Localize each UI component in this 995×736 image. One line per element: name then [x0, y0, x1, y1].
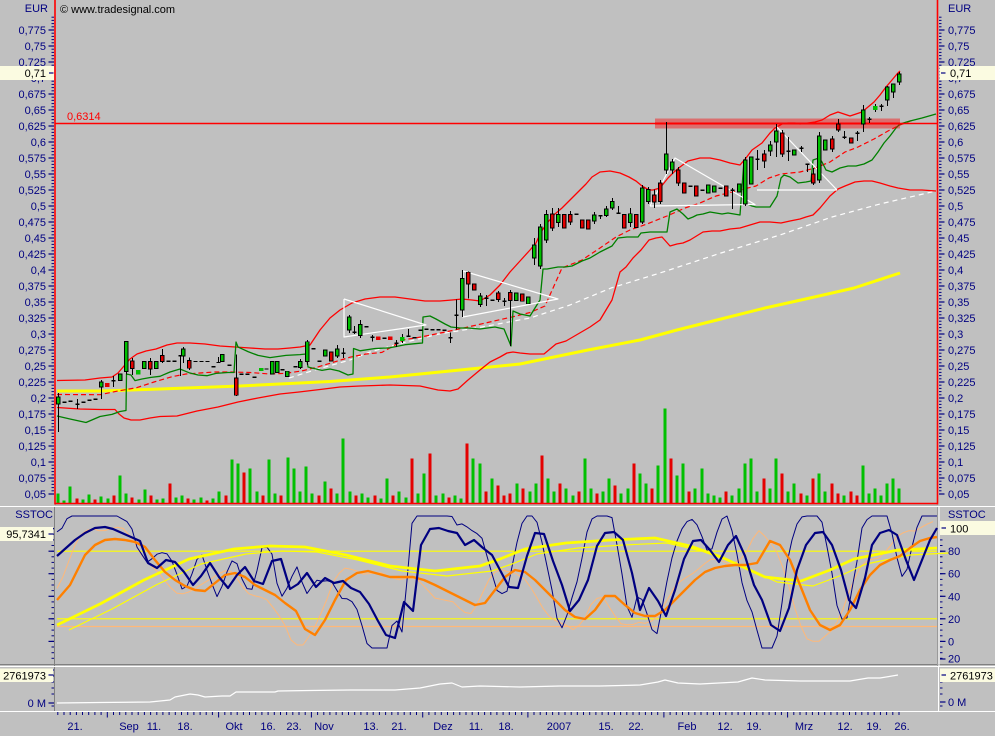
svg-text:0,3: 0,3 [31, 329, 46, 341]
svg-text:12.: 12. [837, 721, 852, 733]
svg-text:Okt: Okt [225, 721, 242, 733]
svg-text:0,2: 0,2 [31, 393, 46, 405]
svg-text:0,05: 0,05 [948, 489, 969, 501]
svg-text:Mrz: Mrz [795, 721, 813, 733]
svg-text:Dez: Dez [433, 721, 453, 733]
svg-text:0,775: 0,775 [948, 25, 976, 37]
svg-text:SSTOC: SSTOC [15, 509, 53, 521]
svg-text:0,25: 0,25 [948, 361, 969, 373]
svg-text:11.: 11. [469, 721, 483, 733]
svg-text:21.: 21. [391, 721, 406, 733]
svg-text:Feb: Feb [678, 721, 697, 733]
svg-text:EUR: EUR [25, 3, 48, 15]
svg-text:0,325: 0,325 [18, 313, 46, 325]
svg-text:2007: 2007 [547, 721, 571, 733]
svg-text:95,7341: 95,7341 [6, 529, 46, 541]
svg-text:0,6: 0,6 [948, 137, 963, 149]
svg-text:0,75: 0,75 [25, 41, 46, 53]
svg-text:EUR: EUR [948, 3, 971, 15]
svg-text:0,625: 0,625 [18, 121, 46, 133]
svg-text:0,15: 0,15 [948, 425, 969, 437]
svg-text:0,2: 0,2 [948, 393, 963, 405]
svg-text:0,75: 0,75 [948, 41, 969, 53]
svg-text:0,475: 0,475 [948, 217, 976, 229]
svg-text:80: 80 [948, 546, 960, 558]
svg-text:0,1: 0,1 [31, 457, 46, 469]
svg-text:0,71: 0,71 [950, 68, 971, 80]
svg-text:15.: 15. [598, 721, 613, 733]
svg-text:26.: 26. [894, 721, 909, 733]
svg-text:0,65: 0,65 [948, 105, 969, 117]
svg-text:12.: 12. [717, 721, 732, 733]
svg-text:18.: 18. [498, 721, 513, 733]
svg-text:0,525: 0,525 [18, 185, 46, 197]
svg-text:0,675: 0,675 [948, 89, 976, 101]
svg-text:© www.tradesignal.com: © www.tradesignal.com [60, 4, 175, 16]
svg-text:0,25: 0,25 [25, 361, 46, 373]
svg-text:0,45: 0,45 [948, 233, 969, 245]
svg-text:0,6: 0,6 [31, 137, 46, 149]
svg-text:60: 60 [948, 569, 960, 581]
svg-text:0,225: 0,225 [948, 377, 976, 389]
svg-text:0,175: 0,175 [18, 409, 46, 421]
svg-text:16.: 16. [260, 721, 275, 733]
svg-text:23.: 23. [286, 721, 301, 733]
svg-text:0,325: 0,325 [948, 313, 976, 325]
svg-text:0,575: 0,575 [948, 153, 976, 165]
svg-text:0,175: 0,175 [948, 409, 976, 421]
svg-text:0,5: 0,5 [948, 201, 963, 213]
svg-text:2761973: 2761973 [3, 671, 46, 683]
svg-text:0,575: 0,575 [18, 153, 46, 165]
svg-text:11.: 11. [147, 721, 161, 733]
svg-text:19.: 19. [746, 721, 761, 733]
svg-text:0,375: 0,375 [18, 281, 46, 293]
svg-text:0,55: 0,55 [948, 169, 969, 181]
svg-text:0,15: 0,15 [25, 425, 46, 437]
svg-text:0,375: 0,375 [948, 281, 976, 293]
svg-text:Sep: Sep [119, 721, 139, 733]
svg-text:0,71: 0,71 [25, 68, 46, 80]
svg-text:0,5: 0,5 [31, 201, 46, 213]
svg-text:0,425: 0,425 [948, 249, 976, 261]
svg-text:0,1: 0,1 [948, 457, 963, 469]
svg-text:0,275: 0,275 [18, 345, 46, 357]
svg-text:0,075: 0,075 [948, 473, 976, 485]
svg-text:0,4: 0,4 [31, 265, 46, 277]
svg-text:20: 20 [948, 614, 960, 626]
svg-text:0,225: 0,225 [18, 377, 46, 389]
svg-text:0,45: 0,45 [25, 233, 46, 245]
svg-text:0 M: 0 M [28, 698, 46, 710]
svg-text:0,55: 0,55 [25, 169, 46, 181]
svg-text:0,075: 0,075 [18, 473, 46, 485]
svg-text:0 M: 0 M [948, 697, 966, 709]
svg-text:22.: 22. [628, 721, 643, 733]
svg-text:0,275: 0,275 [948, 345, 976, 357]
svg-text:19.: 19. [866, 721, 881, 733]
svg-text:100: 100 [950, 524, 968, 536]
svg-text:0,625: 0,625 [948, 121, 976, 133]
svg-text:0,425: 0,425 [18, 249, 46, 261]
svg-text:13.: 13. [363, 721, 378, 733]
svg-text:18.: 18. [177, 721, 192, 733]
svg-text:0,125: 0,125 [948, 441, 976, 453]
svg-text:Nov: Nov [314, 721, 334, 733]
svg-text:SSTOC: SSTOC [948, 509, 986, 521]
svg-text:40: 40 [948, 591, 960, 603]
svg-text:0,3: 0,3 [948, 329, 963, 341]
svg-text:21.: 21. [67, 721, 82, 733]
svg-text:0,525: 0,525 [948, 185, 976, 197]
svg-text:0,475: 0,475 [18, 217, 46, 229]
svg-text:20: 20 [948, 654, 960, 666]
svg-text:0,35: 0,35 [25, 297, 46, 309]
svg-text:0,4: 0,4 [948, 265, 963, 277]
svg-text:0,65: 0,65 [25, 105, 46, 117]
svg-text:0: 0 [948, 636, 954, 648]
svg-text:0,675: 0,675 [18, 89, 46, 101]
svg-text:0,35: 0,35 [948, 297, 969, 309]
svg-text:2761973: 2761973 [950, 671, 993, 683]
svg-text:0,05: 0,05 [25, 489, 46, 501]
svg-text:0,6314: 0,6314 [67, 111, 101, 123]
svg-text:0,775: 0,775 [18, 25, 46, 37]
svg-text:0,125: 0,125 [18, 441, 46, 453]
